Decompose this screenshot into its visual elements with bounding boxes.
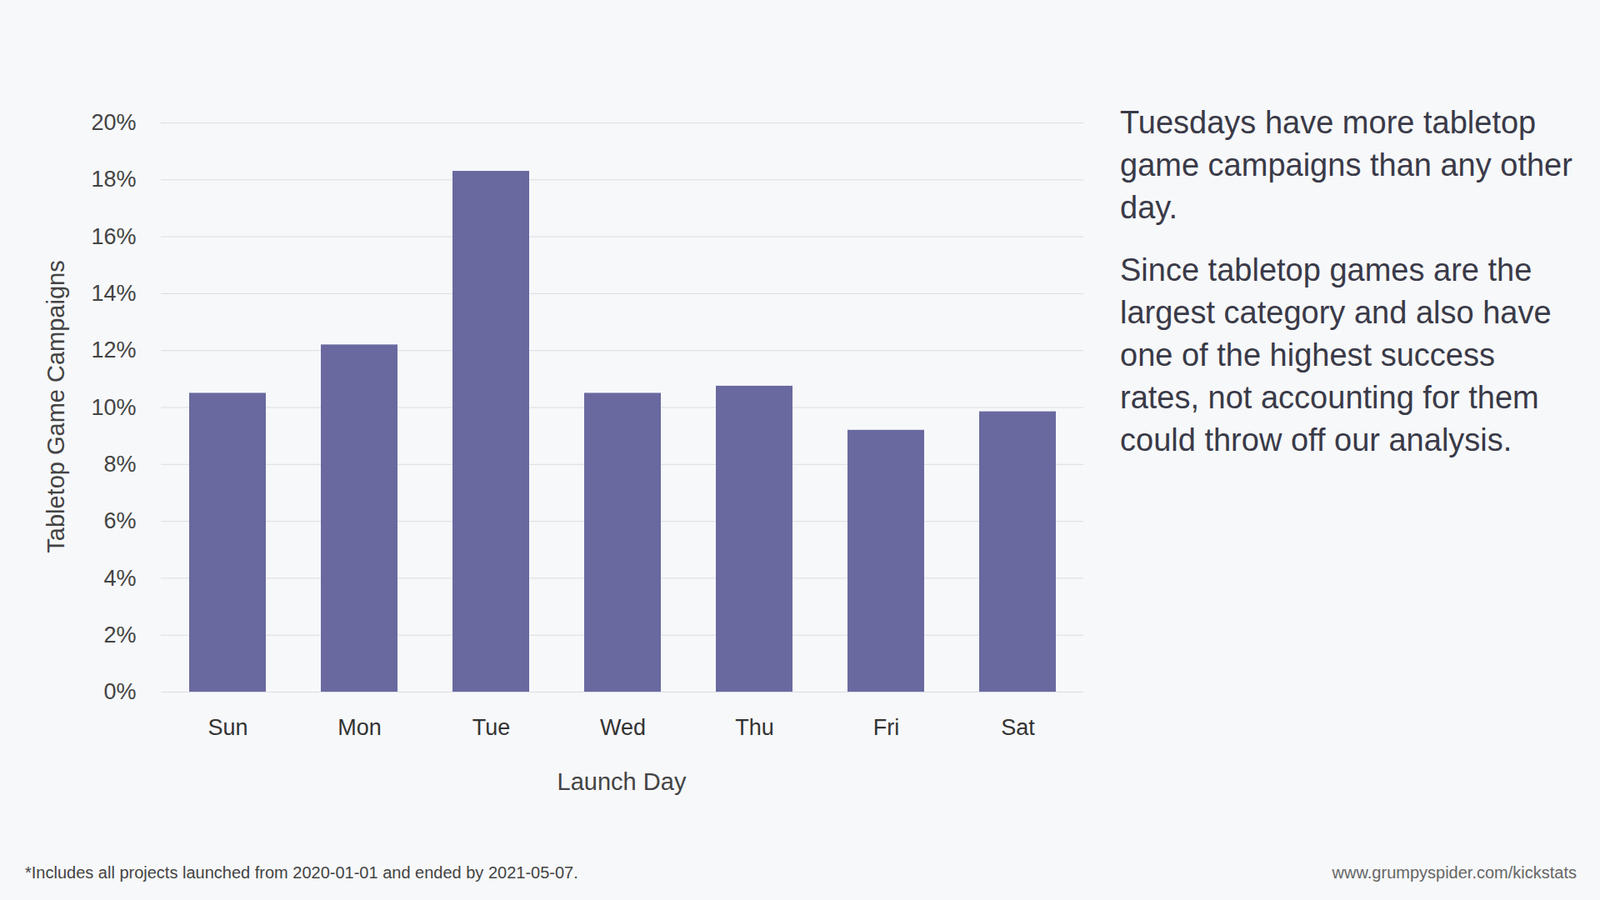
svg-text:8%: 8% [103,451,136,477]
svg-text:0%: 0% [103,679,136,705]
html-text:*Includes all projects launche: *Includes all projects launched from 202… [25,863,579,882]
html-text:Launch Day: Launch Day [557,768,687,795]
svg-text:Wed: Wed [600,715,646,740]
svg-text:18%: 18% [90,166,136,192]
svg-text:Tue: Tue [472,715,511,740]
svg-text:6%: 6% [103,508,136,534]
html-text:Tuesdays have more tabletop ga: Tuesdays have more tabletop game campaig… [1120,105,1573,225]
html-text:Tabletop Game Campaigns: Tabletop Game Campaigns [42,260,69,554]
svg-text:12%: 12% [90,337,136,363]
svg-text:4%: 4% [103,565,136,591]
svg-text:2%: 2% [103,622,136,648]
svg-text:Sun: Sun [207,715,248,740]
svg-text:Mon: Mon [337,715,382,740]
svg-text:Thu: Thu [735,715,775,740]
svg-text:20%: 20% [90,110,136,135]
svg-text:10%: 10% [90,395,136,420]
svg-text:14%: 14% [90,280,136,306]
html-text:www.grumpyspider.com/kickstats: www.grumpyspider.com/kickstats [1332,863,1577,882]
svg-text:Fri: Fri [873,715,900,740]
svg-text:16%: 16% [90,224,136,250]
svg-text:Sat: Sat [1000,715,1035,740]
html-text:Since tabletop games are the l: Since tabletop games are the largest cat… [1120,252,1552,458]
